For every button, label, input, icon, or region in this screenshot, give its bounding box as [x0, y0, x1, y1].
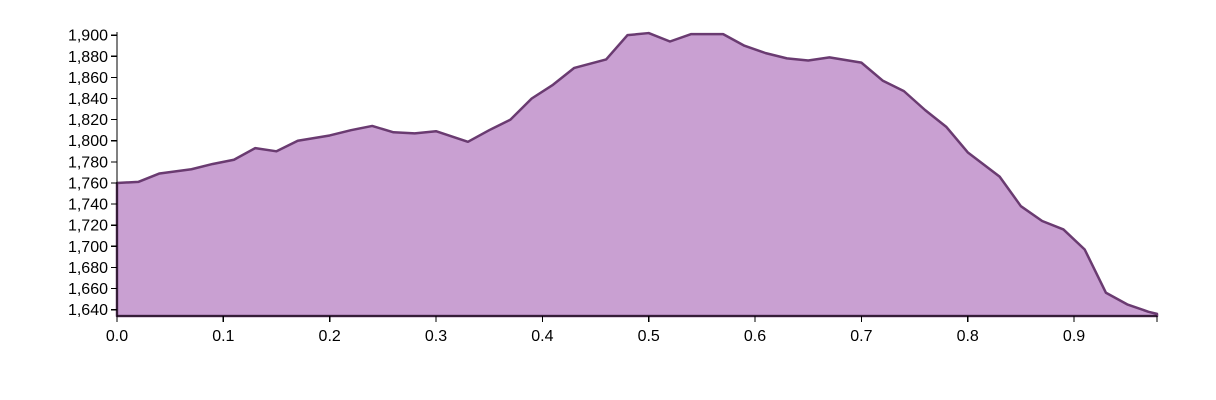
y-tick-label: 1,840 — [68, 91, 108, 108]
y-tick-label: 1,900 — [68, 28, 108, 45]
x-tick-label: 0.4 — [531, 328, 553, 345]
x-tick-label: 0.8 — [957, 328, 979, 345]
y-tick-label: 1,800 — [68, 133, 108, 150]
y-tick-label: 1,660 — [68, 281, 108, 298]
x-tick-label: 0.7 — [850, 328, 872, 345]
y-tick-label: 1,760 — [68, 175, 108, 192]
x-tick-label: 0.9 — [1063, 328, 1085, 345]
x-tick-label: 0.1 — [212, 328, 234, 345]
y-tick-label: 1,780 — [68, 154, 108, 171]
x-tick-label: 0.0 — [106, 328, 128, 345]
plot-area — [115, 31, 1159, 318]
y-tick-label: 1,640 — [68, 302, 108, 319]
y-tick-label: 1,880 — [68, 49, 108, 66]
x-tick-label: 0.2 — [319, 328, 341, 345]
y-tick-label: 1,820 — [68, 112, 108, 129]
x-tick-label: 0.5 — [638, 328, 660, 345]
y-tick-label: 1,700 — [68, 239, 108, 256]
area-series — [115, 31, 1159, 318]
x-tick-label: 0.6 — [744, 328, 766, 345]
y-tick-label: 1,860 — [68, 70, 108, 87]
y-tick-label: 1,680 — [68, 260, 108, 277]
y-axis: 1,640 1,660 1,680 1,700 1,720 1,740 1,760 1,780… — [68, 28, 118, 319]
x-axis: 0.0 0.1 0.2 0.3 0.4 0.5 0.6 0.7 0.8 0.9 — [106, 315, 1158, 345]
y-tick-label: 1,720 — [68, 218, 108, 235]
y-tick-label: 1,740 — [68, 197, 108, 214]
x-tick-label: 0.3 — [425, 328, 447, 345]
